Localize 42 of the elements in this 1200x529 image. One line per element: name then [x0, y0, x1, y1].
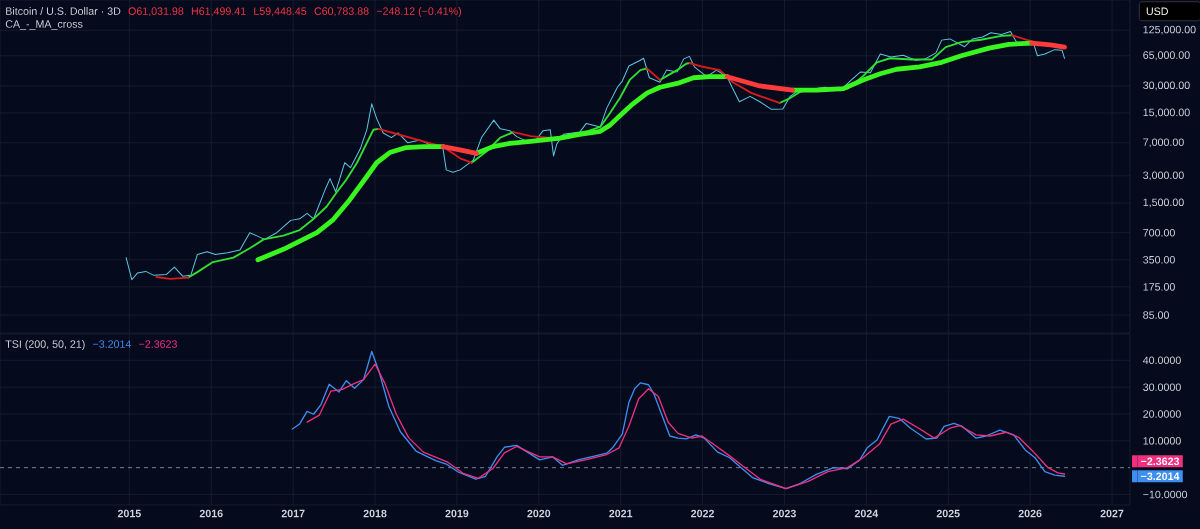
- x-tick-label: 2027: [1100, 509, 1124, 518]
- x-tick-label: 2018: [363, 509, 387, 518]
- y-tick-label: 3,000.00: [1143, 171, 1184, 181]
- x-tick-label: 2017: [281, 509, 305, 518]
- annotation: −248.12 (−0.41%): [376, 7, 462, 18]
- y-tick-label: 1,500.00: [1143, 198, 1184, 208]
- y-tick-label: 10.0000: [1143, 437, 1181, 445]
- y-tick-label: 85.00: [1143, 311, 1169, 319]
- y-tick-label: 700.00: [1143, 228, 1175, 237]
- text: Bitcoin / U.S. Dollar · 3D: [6, 7, 121, 15]
- y-tick-label: 20.0000: [1143, 410, 1181, 418]
- x-tick-label: 2026: [1018, 509, 1042, 518]
- x-tick-label: 2021: [609, 509, 633, 518]
- x-tick-label: 2023: [772, 509, 796, 518]
- y-tick-label: 40.0000: [1142, 356, 1181, 365]
- y-tick-label: 30,000.00: [1143, 81, 1190, 91]
- x-tick-label: 2016: [199, 509, 223, 518]
- annotation: L59,448.45: [254, 7, 307, 17]
- annotation: H61,499.41: [191, 7, 246, 17]
- legend-label: −2.3623: [1141, 457, 1180, 466]
- y-tick-label: 30.0000: [1143, 383, 1181, 391]
- x-tick-label: 2022: [691, 509, 714, 518]
- x-tick-label: 2019: [445, 509, 469, 518]
- y-tick-label: 350.00: [1143, 256, 1175, 264]
- text: −2.3623: [139, 340, 177, 348]
- text: CA_-_MA_cross: [5, 20, 83, 30]
- x-tick-label: 2015: [117, 509, 141, 518]
- text: −3.2014: [93, 340, 132, 348]
- y-tick-label: 125,000.00: [1143, 25, 1196, 35]
- x-tick-label: 2025: [936, 509, 960, 518]
- x-tick-label: 2024: [854, 509, 879, 518]
- y-axis-title: USD: [1146, 7, 1168, 16]
- annotation: C60,783.88: [314, 7, 369, 17]
- y-tick-label: 65,000.00: [1143, 51, 1190, 61]
- y-tick-label: 7,000.00: [1143, 138, 1184, 148]
- legend-label: −3.2014: [1141, 472, 1180, 481]
- y-tick-label: 175.00: [1143, 283, 1175, 291]
- y-tick-label: 15,000.00: [1143, 108, 1190, 118]
- text: TSI (200, 50, 21): [5, 340, 85, 350]
- x-tick-label: 2020: [527, 509, 551, 518]
- annotation: O61,031.98: [128, 7, 184, 17]
- y-tick-label: −10.0000: [1143, 490, 1188, 499]
